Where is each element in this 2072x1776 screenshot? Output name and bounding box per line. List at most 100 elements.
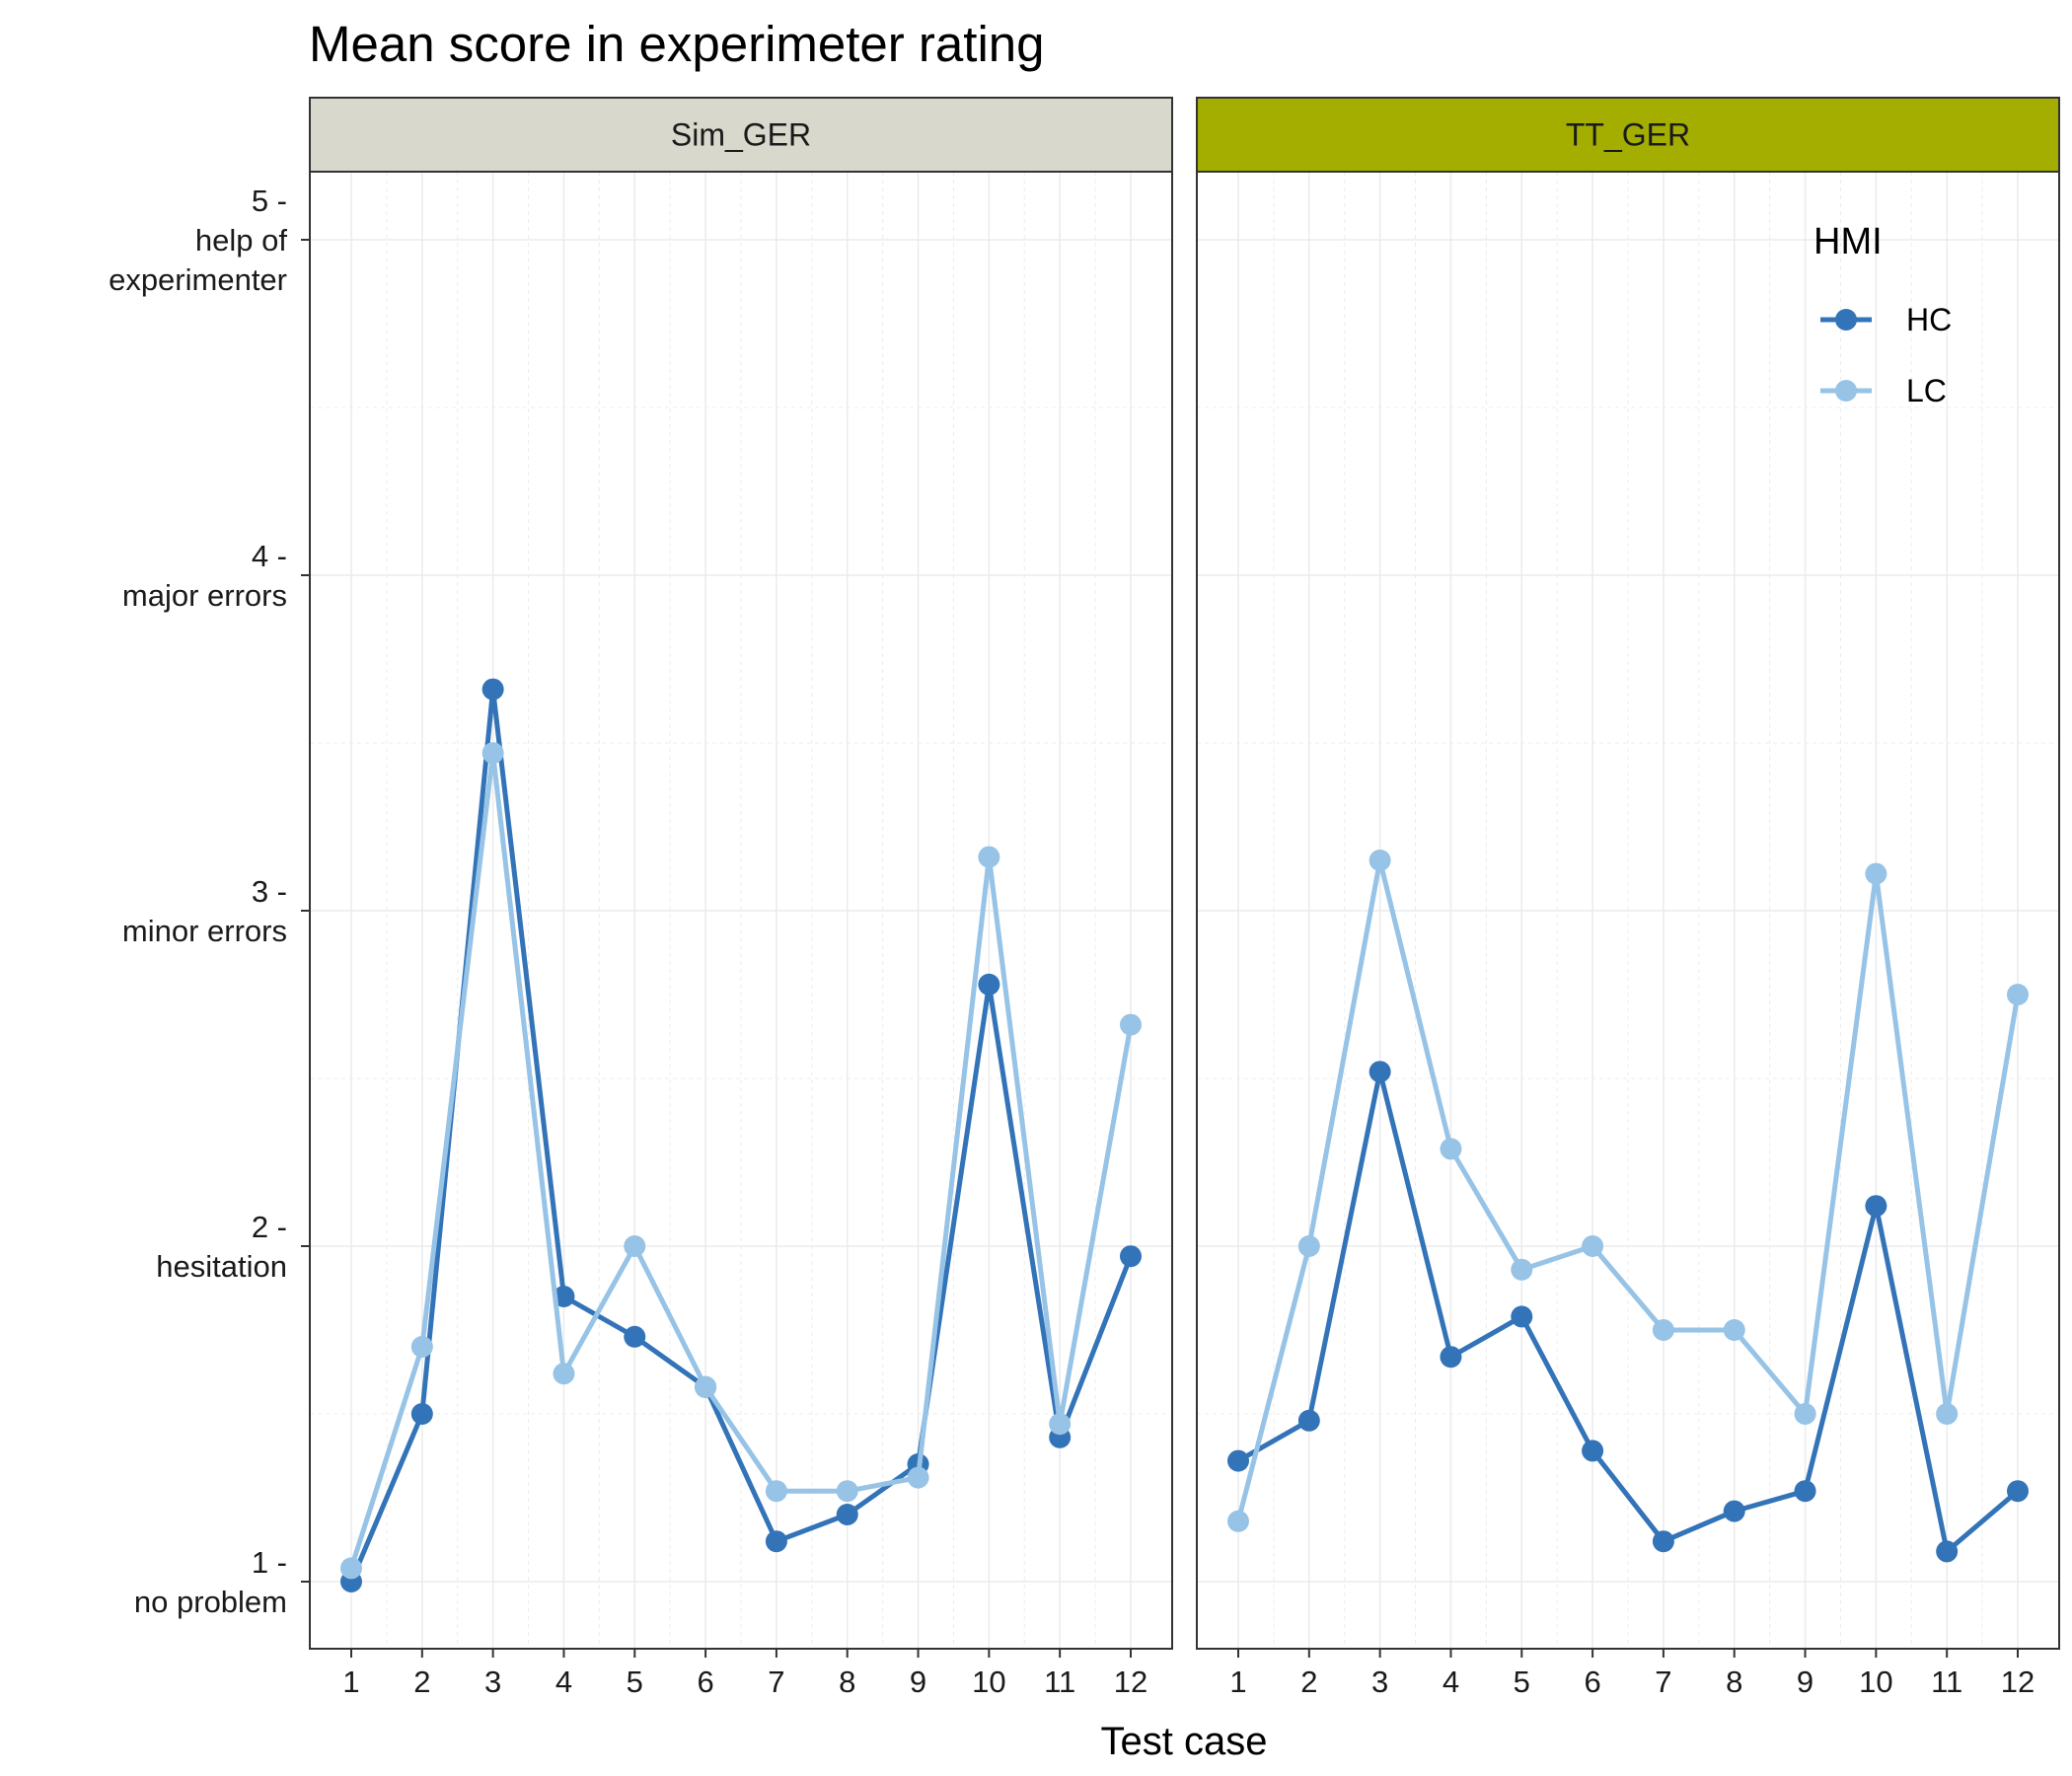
data-point-lc — [410, 1336, 433, 1358]
x-tick-label: 6 — [697, 1665, 713, 1699]
legend-title: HMI — [1813, 221, 1883, 262]
data-point-lc — [1297, 1235, 1320, 1257]
y-tick-label: 5 - help of experimenter — [109, 184, 287, 297]
data-point-hc — [1582, 1440, 1604, 1462]
data-point-hc — [1936, 1540, 1959, 1563]
x-tick-label: 8 — [1726, 1665, 1742, 1699]
x-tick-label: 10 — [1859, 1665, 1892, 1699]
data-point-lc — [1049, 1413, 1072, 1436]
data-point-hc — [1227, 1449, 1249, 1472]
data-point-hc — [978, 973, 1000, 996]
y-tick-label-line: minor errors — [122, 914, 287, 948]
x-tick-label: 2 — [413, 1665, 430, 1699]
data-point-hc — [1440, 1346, 1462, 1369]
x-tick-label: 4 — [555, 1665, 572, 1699]
data-point-lc — [1723, 1319, 1745, 1341]
data-point-hc — [1794, 1480, 1816, 1503]
strip-background — [1196, 97, 2060, 173]
data-point-hc — [836, 1504, 858, 1525]
data-point-lc — [765, 1480, 787, 1503]
legend: HMI HC LC — [1813, 221, 1952, 408]
x-axis-title: Test case — [1101, 1720, 1268, 1763]
x-tick-label: 1 — [342, 1665, 359, 1699]
x-tick-label: 9 — [910, 1665, 926, 1699]
y-tick-label-line: 4 - — [252, 539, 287, 573]
data-point-lc — [1440, 1138, 1462, 1160]
data-point-lc — [1865, 862, 1887, 885]
x-tick-label: 1 — [1229, 1665, 1246, 1699]
series-line-hc — [348, 687, 1134, 1583]
x-tick-label: 12 — [2001, 1665, 2035, 1699]
data-point-lc — [624, 1235, 646, 1257]
x-tick-label: 5 — [1514, 1665, 1530, 1699]
data-point-lc — [553, 1363, 575, 1385]
strip-background — [309, 97, 1173, 173]
legend-key-point-hc — [1835, 309, 1857, 331]
data-point-lc — [978, 846, 1000, 868]
x-tick-label: 11 — [1044, 1665, 1075, 1699]
series-line-hc — [1236, 1069, 2020, 1554]
data-point-lc — [1582, 1235, 1604, 1257]
x-tick-label: 2 — [1300, 1665, 1317, 1699]
legend-label-lc: LC — [1906, 373, 1947, 408]
x-tick-label: 11 — [1931, 1665, 1962, 1699]
y-tick-label-line: 1 - — [252, 1545, 287, 1580]
data-point-lc — [1936, 1403, 1959, 1425]
y-tick-label-line: no problem — [134, 1585, 287, 1619]
y-tick-label: 3 - minor errors — [122, 874, 287, 948]
data-point-hc — [624, 1325, 646, 1348]
y-tick-label: 4 - major errors — [122, 539, 287, 613]
y-tick-label-line: help of — [195, 223, 287, 258]
y-tick-label: 2 - hesitation — [156, 1210, 287, 1284]
series-line-lc — [1235, 857, 2021, 1522]
data-point-hc — [553, 1286, 575, 1307]
x-tick-label: 12 — [1114, 1665, 1147, 1699]
series-line-lc — [348, 750, 1134, 1570]
data-point-hc — [410, 1403, 433, 1425]
data-point-lc — [1120, 1013, 1142, 1036]
data-point-hc — [1120, 1245, 1142, 1268]
y-tick-label-line: 2 - — [252, 1210, 287, 1244]
data-point-hc — [481, 678, 504, 701]
x-tick-label: 3 — [1371, 1665, 1388, 1699]
chart-title: Mean score in experimeter rating — [309, 16, 1045, 72]
data-point-lc — [340, 1557, 362, 1580]
data-point-lc — [2007, 984, 2029, 1005]
data-point-hc — [1369, 1061, 1391, 1083]
x-tick-label: 7 — [1655, 1665, 1671, 1699]
y-tick-label-line: major errors — [122, 578, 287, 613]
data-point-hc — [1297, 1409, 1320, 1432]
data-point-lc — [1369, 850, 1391, 871]
y-axis: 1 - no problem 2 - hesitation 3 - minor error… — [109, 184, 310, 1619]
data-point-hc — [2007, 1480, 2029, 1503]
x-tick-label: 10 — [972, 1665, 1005, 1699]
y-tick-label-line: experimenter — [109, 262, 287, 297]
x-tick-label: 3 — [484, 1665, 501, 1699]
data-point-lc — [907, 1466, 929, 1489]
x-tick-label: 6 — [1584, 1665, 1600, 1699]
y-tick-label: 1 - no problem — [134, 1545, 287, 1619]
y-tick-label-line: 3 - — [252, 874, 287, 909]
legend-key-point-lc — [1835, 380, 1857, 402]
data-point-lc — [1511, 1258, 1533, 1281]
strip-label: TT_GER — [1566, 117, 1690, 153]
data-point-lc — [695, 1375, 717, 1398]
x-tick-label: 4 — [1443, 1665, 1459, 1699]
data-point-hc — [1652, 1530, 1674, 1553]
data-point-lc — [481, 742, 504, 765]
data-point-hc — [765, 1530, 787, 1553]
data-point-hc — [1511, 1305, 1533, 1328]
data-point-lc — [1652, 1319, 1674, 1341]
data-point-lc — [1794, 1403, 1816, 1425]
x-tick-label: 7 — [768, 1665, 784, 1699]
x-tick-label: 9 — [1797, 1665, 1813, 1699]
y-tick-label-line: 5 - — [252, 184, 287, 218]
data-point-lc — [1227, 1510, 1249, 1532]
y-tick-label-line: hesitation — [156, 1249, 287, 1284]
data-point-hc — [1865, 1195, 1887, 1218]
